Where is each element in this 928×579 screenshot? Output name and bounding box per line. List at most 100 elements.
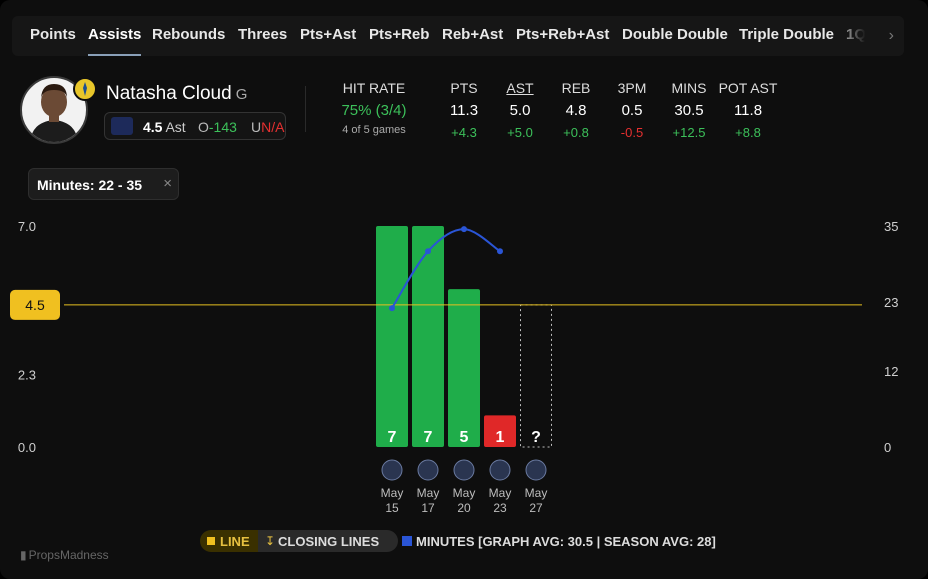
stat-3pm: 3PM 0.5 -0.5: [610, 80, 654, 140]
stat-value: 11.3: [449, 102, 479, 119]
stat-tabs: Points Assists Rebounds Threes Pts+Ast P…: [12, 16, 904, 56]
chevron-right-icon[interactable]: ›: [888, 27, 894, 44]
x-tick-label: May: [489, 486, 512, 500]
x-tick-label: 20: [457, 501, 471, 515]
tab-pts-reb-ast[interactable]: Pts+Reb+Ast: [516, 26, 610, 43]
stat-diff: +0.8: [563, 125, 589, 140]
stat-label: 3PM: [617, 80, 647, 96]
y-right-tick: 0: [884, 440, 891, 455]
tab-pts-ast[interactable]: Pts+Ast: [300, 26, 357, 43]
line-number: 4.5: [143, 119, 163, 135]
player-position: G: [235, 86, 248, 103]
legend-minutes[interactable]: MINUTES [GRAPH AVG: 30.5 | SEASON AVG: 2…: [402, 534, 716, 549]
stat-value: 4.8: [565, 102, 587, 119]
prop-line-box[interactable]: 4.5 Ast O-143 UN/A: [104, 112, 286, 140]
stat-value: 30.5: [674, 102, 704, 119]
opponent-logo-icon: [525, 459, 547, 481]
under-odds[interactable]: UN/A: [251, 119, 284, 135]
y-left-tick: 0.0: [18, 440, 36, 455]
tab-pts-reb[interactable]: Pts+Reb: [369, 26, 430, 43]
assist-bar: [448, 289, 480, 447]
over-odds-value: -143: [208, 119, 237, 135]
stat-value: 5.0: [509, 102, 531, 119]
closing-line-icon: ↧: [265, 534, 276, 548]
legend-line-label: LINE: [220, 534, 250, 549]
tab-points[interactable]: Points: [30, 26, 76, 43]
tab-assists[interactable]: Assists: [88, 16, 142, 56]
assist-bar: [376, 226, 408, 447]
assists-chart: 7.02.30.035231207May157May175May201May23…: [10, 219, 898, 515]
stat-ast[interactable]: AST 5.0 +5.0: [498, 80, 542, 140]
y-right-tick: 23: [884, 295, 898, 310]
team-logo-icon: [73, 77, 97, 101]
legend-line-toggle[interactable]: LINE: [200, 530, 258, 552]
close-icon[interactable]: ×: [163, 175, 172, 192]
hit-rate-label: HIT RATE: [342, 80, 406, 96]
x-tick-label: May: [381, 486, 404, 500]
x-tick-label: May: [453, 486, 476, 500]
stat-value: 11.8: [733, 102, 763, 119]
opponent-logo-icon: [381, 459, 403, 481]
minutes-point: [497, 248, 503, 255]
tab-threes[interactable]: Threes: [238, 26, 288, 43]
minutes-square-icon: [402, 536, 412, 546]
tab-double-double[interactable]: Double Double: [622, 26, 728, 43]
minutes-point: [425, 248, 431, 255]
legend-closing-label: CLOSING LINES: [278, 534, 380, 549]
bar-value-label: 1: [496, 429, 505, 446]
legend-minutes-label: MINUTES [GRAPH AVG: 30.5 | SEASON AVG: 2…: [416, 534, 716, 549]
stat-pot-ast: POT AST 11.8 +8.8: [716, 80, 780, 140]
stat-mins: MINS 30.5 +12.5: [664, 80, 714, 140]
over-prefix: O: [198, 119, 209, 135]
minutes-filter-chip[interactable]: Minutes: 22 - 35 ×: [28, 168, 179, 200]
tab-rebounds[interactable]: Rebounds: [152, 26, 226, 43]
x-tick-label: 27: [529, 501, 543, 515]
player-name: Natasha Cloud G: [106, 83, 247, 105]
brand-logo-icon: ▮: [20, 548, 27, 562]
bar-value-label: 7: [388, 429, 397, 446]
stat-label: AST: [506, 80, 534, 96]
assist-bar: [412, 226, 444, 447]
stat-diff: +5.0: [507, 125, 533, 140]
stat-value: 0.5: [621, 102, 643, 119]
minutes-line: [391, 228, 501, 309]
player-name-text: Natasha Cloud: [106, 83, 232, 104]
stat-label: POT AST: [718, 80, 778, 96]
x-tick-label: 17: [421, 501, 435, 515]
bar-value-label: ?: [531, 429, 541, 446]
brand-name: PropsMadness: [28, 548, 109, 562]
opponent-logo-icon: [417, 459, 439, 481]
hit-rate-sub: 4 of 5 games: [342, 124, 406, 136]
stat-diff: +4.3: [451, 125, 477, 140]
stat-pts: PTS 11.3 +4.3: [442, 80, 486, 140]
over-odds[interactable]: O-143: [198, 119, 237, 135]
prop-line-badge-label: 4.5: [25, 297, 45, 313]
header-divider: [305, 86, 306, 132]
stat-label: REB: [561, 80, 591, 96]
under-prefix: U: [251, 119, 262, 135]
stat-diff: +8.8: [735, 125, 761, 140]
filter-label: Minutes: 22 - 35: [37, 177, 143, 193]
stat-label: MINS: [671, 80, 707, 96]
line-square-icon: [207, 537, 215, 545]
player-avatar: [20, 76, 88, 144]
minutes-point: [461, 226, 467, 233]
opponent-logo-icon: [489, 459, 511, 481]
y-right-tick: 35: [884, 219, 898, 234]
legend-closing-lines-toggle[interactable]: ↧ CLOSING LINES: [258, 530, 398, 552]
stat-diff: +12.5: [672, 125, 706, 140]
assist-bar: [484, 415, 516, 447]
hit-rate: HIT RATE 75% (3/4) 4 of 5 games: [322, 80, 426, 136]
tab-fade: [834, 16, 904, 56]
prop-line-value: 4.5 Ast: [143, 119, 186, 135]
stat-diff: -0.5: [620, 125, 644, 140]
stat-reb: REB 4.8 +0.8: [554, 80, 598, 140]
x-tick-label: May: [525, 486, 548, 500]
tab-reb-ast[interactable]: Reb+Ast: [442, 26, 504, 43]
line-stat: Ast: [165, 119, 186, 135]
brand-watermark: ▮ PropsMadness: [20, 548, 109, 562]
y-left-tick: 7.0: [18, 219, 36, 234]
tab-triple-double[interactable]: Triple Double: [739, 26, 835, 43]
x-tick-label: May: [417, 486, 440, 500]
